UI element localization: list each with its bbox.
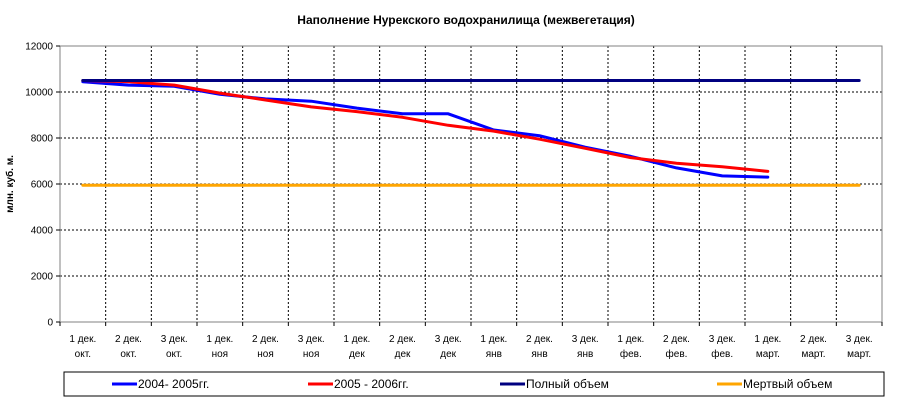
x-tick-label: 2 дек. ноя	[252, 334, 279, 360]
x-tick-label-line: март.	[756, 349, 780, 360]
x-tick-label-line: окт.	[75, 349, 91, 360]
y-axis-label: млн. куб. м.	[4, 155, 16, 213]
x-tick-label: 1 дек. март.	[754, 334, 781, 360]
x-tick-label: 1 дек. дек	[343, 334, 370, 360]
x-tick-label: 2 дек. янв	[526, 334, 553, 360]
y-tick-label: 8000	[31, 134, 54, 145]
x-tick-label-line: фев.	[666, 348, 688, 360]
x-tick-label-line: ноя	[212, 349, 229, 360]
x-tick-label-line: 2 дек.	[389, 334, 416, 345]
x-tick-label-line: дек	[440, 349, 456, 360]
x-tick-label-line: 2 дек.	[663, 334, 690, 345]
x-tick-label: 2 дек. дек	[389, 334, 416, 360]
legend-label: Мертвый объем	[743, 377, 832, 391]
x-tick-label-line: фев.	[711, 348, 733, 360]
x-tick-label: 3 дек. окт.	[161, 334, 188, 360]
legend: 2004- 2005гг. 2005 - 2006гг. Полный объем М…	[63, 371, 885, 397]
x-tick-label-line: март.	[847, 349, 871, 360]
x-tick-label: 3 дек. ноя	[298, 334, 325, 360]
x-tick-label-line: окт.	[166, 349, 182, 360]
x-tick-label-line: 2 дек.	[800, 334, 827, 345]
x-tick-label-line: янв	[486, 349, 502, 360]
x-tick-label-line: 3 дек.	[161, 334, 188, 345]
x-tick-label-line: 1 дек.	[206, 334, 233, 345]
x-axis-ticks: 1 дек. окт.2 дек. окт.3 дек. окт.1 дек. ноя2…	[59, 322, 883, 360]
y-tick-label: 6000	[31, 180, 54, 191]
x-tick-label: 2 дек. окт.	[115, 334, 142, 360]
x-tick-label-line: 3 дек.	[709, 334, 736, 345]
x-tick-label-line: фев.	[620, 348, 642, 360]
series-line-2	[81, 79, 770, 173]
x-tick-label-line: 2 дек.	[252, 334, 279, 345]
x-tick-label: 2 дек. фев.	[663, 334, 690, 360]
x-tick-label-line: 2 дек.	[115, 334, 142, 345]
x-tick-label-line: окт.	[120, 349, 136, 360]
legend-label: 2005 - 2006гг.	[334, 377, 409, 391]
x-tick-label-line: 2 дек.	[526, 334, 553, 345]
x-tick-label-line: ноя	[303, 349, 320, 360]
x-tick-label: 1 дек. ноя	[206, 334, 233, 360]
x-tick-label: 1 дек. окт.	[69, 334, 96, 360]
x-tick-label-line: 3 дек.	[298, 334, 325, 345]
y-tick-label: 12000	[25, 42, 53, 53]
x-tick-label-line: 1 дек.	[69, 334, 96, 345]
x-tick-label-line: 1 дек.	[754, 334, 781, 345]
x-tick-label-line: 1 дек.	[343, 334, 370, 345]
x-tick-label: 1 дек. фев.	[617, 334, 644, 360]
x-tick-label: 3 дек. дек	[435, 334, 462, 360]
x-tick-label-line: 1 дек.	[617, 334, 644, 345]
x-tick-label: 3 дек. янв	[572, 334, 599, 360]
x-tick-label-line: ноя	[257, 349, 274, 360]
y-tick-label: 10000	[25, 88, 53, 99]
legend-label: Полный объем	[526, 377, 609, 391]
x-tick-label-line: дек	[395, 349, 411, 360]
x-tick-label: 3 дек. фев.	[709, 334, 736, 360]
y-tick-label: 0	[47, 318, 53, 329]
x-tick-label-line: март.	[801, 349, 825, 360]
x-tick-label-line: дек	[349, 349, 365, 360]
x-tick-label-line: 3 дек.	[846, 334, 873, 345]
legend-label: 2004- 2005гг.	[138, 377, 209, 391]
legend-box	[63, 371, 885, 397]
x-tick-label-line: 3 дек.	[435, 334, 462, 345]
y-tick-label: 4000	[31, 226, 54, 237]
x-tick-label-line: янв	[531, 349, 547, 360]
x-tick-label-line: янв	[577, 349, 593, 360]
x-tick-label: 2 дек. март.	[800, 334, 827, 360]
chart-title: Наполнение Нурекского водохранилища (меж…	[297, 13, 634, 27]
x-tick-label: 3 дек. март.	[846, 334, 873, 360]
x-tick-label-line: 1 дек.	[480, 334, 507, 345]
series-lines	[81, 79, 861, 187]
y-tick-label: 2000	[31, 272, 54, 283]
y-axis-ticks: 0 2000 4000 6000 8000 10000 12000	[25, 42, 60, 329]
x-tick-label-line: 3 дек.	[572, 334, 599, 345]
x-tick-label: 1 дек. янв	[480, 334, 507, 360]
